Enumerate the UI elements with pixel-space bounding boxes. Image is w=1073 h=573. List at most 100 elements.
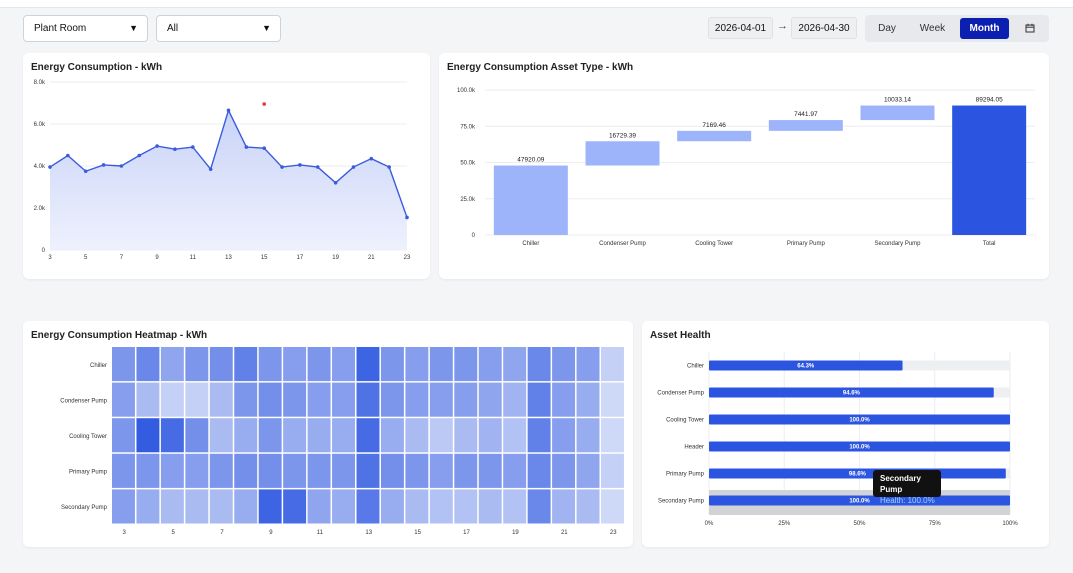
period-month-button[interactable]: Month xyxy=(960,18,1009,39)
x-tick-label: Cooling Tower xyxy=(695,241,733,247)
location-select[interactable]: Plant Room ▼ xyxy=(23,15,148,42)
heatmap-cell xyxy=(185,418,209,453)
data-point xyxy=(66,153,70,158)
y-tick-label: 2.0k xyxy=(34,206,46,212)
heatmap-cell xyxy=(429,382,453,417)
data-label: 7441.97 xyxy=(794,111,818,118)
period-day-button[interactable]: Day xyxy=(878,23,896,34)
waterfall-card: Energy Consumption Asset Type - kWh 0 25.… xyxy=(439,53,1049,279)
line-chart: 0 2.0k 4.0k 6.0k 8.0k 3 5 7 9 11 13 15 17 19 21 23 xyxy=(34,80,411,261)
x-tick-label: Secondary Pump xyxy=(874,241,921,247)
heatmap-cell xyxy=(503,489,527,524)
y-tick-label: 100.0k xyxy=(457,88,476,94)
heatmap-cell xyxy=(429,347,453,382)
heatmap-cell xyxy=(209,453,233,488)
y-tick-label: 25.0k xyxy=(460,197,476,203)
x-tick-label: 100% xyxy=(1002,521,1018,527)
x-tick-label: 9 xyxy=(269,530,273,536)
heatmap-cell xyxy=(209,347,233,382)
heatmap-cell xyxy=(405,453,429,488)
calendar-icon[interactable] xyxy=(1015,18,1045,39)
bar xyxy=(709,387,994,398)
heatmap-cell xyxy=(185,489,209,524)
heatmap-cell xyxy=(454,453,478,488)
heatmap-cell xyxy=(503,453,527,488)
heatmap-cell xyxy=(283,347,307,382)
y-tick-label: Condenser Pump xyxy=(657,391,704,397)
heatmap-cell xyxy=(527,418,551,453)
heatmap-card: Energy Consumption Heatmap - kWh Chiller… xyxy=(23,321,633,547)
x-tick-label: 5 xyxy=(171,530,175,536)
asset-select[interactable]: All ▼ xyxy=(156,15,281,42)
heatmap-cell xyxy=(405,489,429,524)
period-week-button[interactable]: Week xyxy=(919,23,946,34)
x-tick-label: 19 xyxy=(512,530,519,536)
heatmap-cell xyxy=(160,489,184,524)
data-point xyxy=(262,146,266,150)
arrow-right-icon: → xyxy=(777,20,788,32)
heatmap-cell xyxy=(136,453,160,488)
heatmap-cell xyxy=(601,418,624,453)
start-date-field[interactable]: 2026-04-01 xyxy=(708,17,773,39)
heatmap-cell xyxy=(136,489,160,524)
heatmap-cell xyxy=(429,489,453,524)
heatmap-cell xyxy=(552,347,576,382)
x-tick-label: 21 xyxy=(561,530,568,536)
x-tick-label: 3 xyxy=(123,530,127,536)
asset-health-chart: 0% 25% 50% 75% 100% 64.3% Chiller 94.6% Condense… xyxy=(657,352,1018,527)
data-label: 100.0% xyxy=(849,445,870,451)
heatmap-cell xyxy=(136,418,160,453)
bar xyxy=(493,165,568,235)
heatmap-cell xyxy=(552,418,576,453)
heatmap-cell xyxy=(478,489,502,524)
heatmap-chart: Chiller Condenser Pump Cooling Tower Primar… xyxy=(60,347,624,536)
asset-health-card: Asset Health 0% 25% 50% 75% 100% 64.3% Chiller… xyxy=(642,321,1049,547)
heatmap-cell xyxy=(209,489,233,524)
data-point xyxy=(369,156,374,161)
data-point xyxy=(244,145,249,149)
bar xyxy=(585,141,660,166)
x-tick-label: 75% xyxy=(929,521,942,527)
heatmap-cell xyxy=(283,382,307,417)
heatmap-cell xyxy=(258,382,282,417)
heatmap-cell xyxy=(478,382,502,417)
heatmap-cell xyxy=(380,382,404,417)
x-tick-label: 19 xyxy=(332,255,339,261)
heatmap-cell xyxy=(552,453,576,488)
data-point xyxy=(333,181,338,185)
y-tick-label: Header xyxy=(684,445,704,451)
heatmap-cell xyxy=(356,418,380,453)
data-label: 100.0% xyxy=(849,499,870,505)
heatmap-cell xyxy=(527,347,551,382)
data-point xyxy=(191,145,195,149)
y-tick-label: 4.0k xyxy=(34,164,46,170)
heatmap-cell xyxy=(234,347,258,382)
tooltip-title: Secondary Pump xyxy=(880,474,921,494)
bar xyxy=(709,414,1010,425)
end-date-field[interactable]: 2026-04-30 xyxy=(791,17,857,39)
data-label: 98.6% xyxy=(849,472,867,478)
y-tick-label: 50.0k xyxy=(460,161,476,167)
heatmap-cell xyxy=(503,418,527,453)
heatmap-cell xyxy=(576,347,600,382)
heatmap-cell xyxy=(576,382,600,417)
x-tick-label: 7 xyxy=(120,255,124,261)
bar xyxy=(768,120,843,131)
heatmap-cell xyxy=(112,489,135,524)
data-point xyxy=(119,164,124,168)
x-tick-label: Chiller xyxy=(522,241,539,247)
heatmap-cell xyxy=(234,453,258,488)
bar xyxy=(709,495,1010,506)
heatmap-cell xyxy=(258,418,282,453)
x-tick-label: 3 xyxy=(48,255,52,261)
data-label: 47920.09 xyxy=(517,157,544,164)
data-point xyxy=(387,165,391,169)
heatmap-cell xyxy=(185,382,209,417)
data-label: 89294.05 xyxy=(976,97,1003,104)
heatmap-cell xyxy=(258,453,282,488)
heatmap-cell xyxy=(283,418,307,453)
chevron-down-icon: ▼ xyxy=(262,23,271,33)
heatmap-cell xyxy=(112,382,135,417)
x-tick-label: 23 xyxy=(610,530,617,536)
bar xyxy=(860,105,935,121)
